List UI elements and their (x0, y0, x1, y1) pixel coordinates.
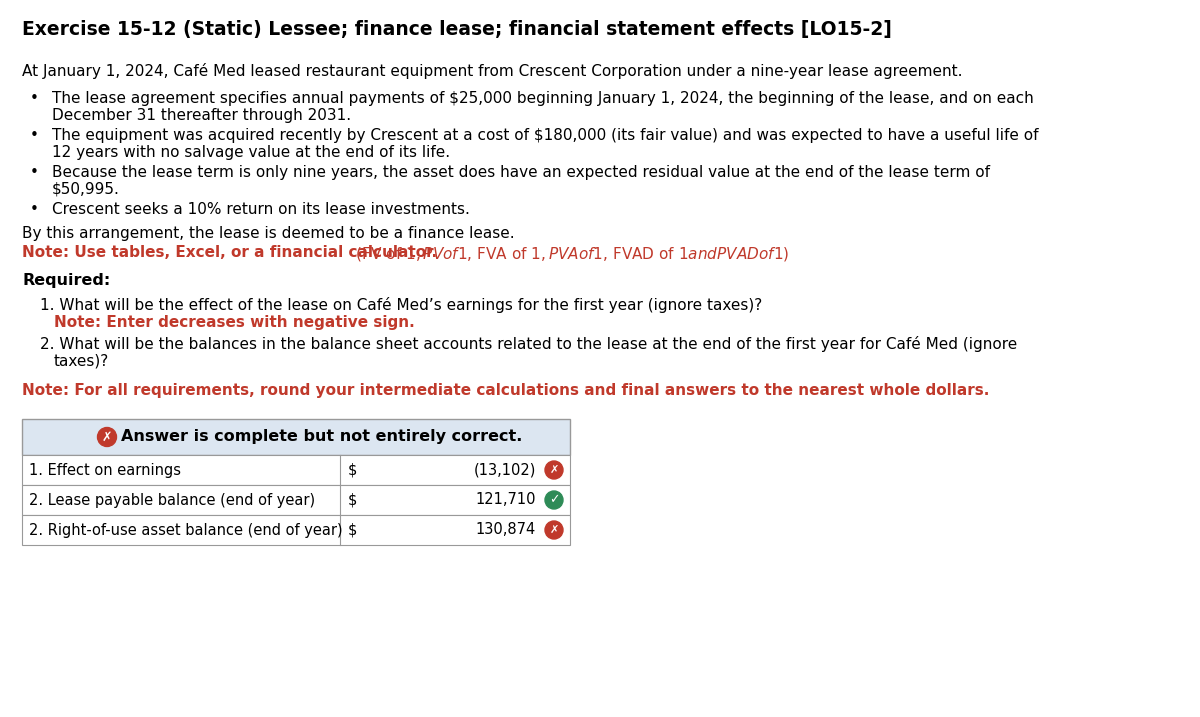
Text: 2. What will be the balances in the balance sheet accounts related to the lease : 2. What will be the balances in the bala… (40, 336, 1018, 352)
Text: $: $ (348, 523, 358, 538)
Text: (FV of $1, PV of $1, FVA of $1, PVA of $1, FVAD of $1 and PVAD of $1): (FV of $1, PV of $1, FVA of $1, PVA of $… (350, 245, 790, 263)
Text: Answer is complete but not entirely correct.: Answer is complete but not entirely corr… (121, 429, 522, 445)
FancyBboxPatch shape (22, 419, 570, 455)
Text: December 31 thereafter through 2031.: December 31 thereafter through 2031. (52, 108, 352, 123)
Text: •: • (30, 128, 38, 143)
Text: $: $ (348, 462, 358, 478)
Text: Required:: Required: (22, 273, 110, 288)
Text: 2. Right-of-use asset balance (end of year): 2. Right-of-use asset balance (end of ye… (29, 523, 343, 538)
Circle shape (545, 521, 563, 539)
Text: ✗: ✗ (550, 525, 559, 535)
Text: Note: For all requirements, round your intermediate calculations and final answe: Note: For all requirements, round your i… (22, 383, 989, 398)
Text: ✗: ✗ (102, 430, 113, 444)
Circle shape (545, 461, 563, 479)
Text: ✗: ✗ (550, 465, 559, 475)
Text: By this arrangement, the lease is deemed to be a finance lease.: By this arrangement, the lease is deemed… (22, 226, 515, 241)
Text: •: • (30, 165, 38, 180)
Text: Note: Enter decreases with negative sign.: Note: Enter decreases with negative sign… (54, 315, 415, 330)
Text: 1. Effect on earnings: 1. Effect on earnings (29, 462, 181, 478)
Text: •: • (30, 91, 38, 106)
Text: •: • (30, 202, 38, 217)
Text: 121,710: 121,710 (475, 493, 536, 508)
Text: At January 1, 2024, Café Med leased restaurant equipment from Crescent Corporati: At January 1, 2024, Café Med leased rest… (22, 63, 962, 79)
Text: 12 years with no salvage value at the end of its life.: 12 years with no salvage value at the en… (52, 145, 450, 160)
Text: Crescent seeks a 10% return on its lease investments.: Crescent seeks a 10% return on its lease… (52, 202, 470, 217)
Text: taxes)?: taxes)? (54, 353, 109, 368)
Text: 2. Lease payable balance (end of year): 2. Lease payable balance (end of year) (29, 493, 316, 508)
Text: 1. What will be the effect of the lease on Café Med’s earnings for the first yea: 1. What will be the effect of the lease … (40, 297, 762, 313)
Text: Exercise 15-12 (Static) Lessee; finance lease; financial statement effects [LO15: Exercise 15-12 (Static) Lessee; finance … (22, 20, 892, 39)
Text: The equipment was acquired recently by Crescent at a cost of $180,000 (its fair : The equipment was acquired recently by C… (52, 128, 1038, 143)
Circle shape (97, 427, 116, 447)
Text: $: $ (348, 493, 358, 508)
Text: Because the lease term is only nine years, the asset does have an expected resid: Because the lease term is only nine year… (52, 165, 990, 180)
Text: 130,874: 130,874 (475, 523, 536, 538)
FancyBboxPatch shape (22, 515, 570, 545)
Text: The lease agreement specifies annual payments of $25,000 beginning January 1, 20: The lease agreement specifies annual pay… (52, 91, 1033, 106)
Text: Note: Use tables, Excel, or a financial calculator.: Note: Use tables, Excel, or a financial … (22, 245, 437, 260)
Circle shape (545, 491, 563, 509)
Text: (13,102): (13,102) (474, 462, 536, 478)
Text: $50,995.: $50,995. (52, 182, 120, 197)
FancyBboxPatch shape (22, 455, 570, 485)
Text: ✓: ✓ (548, 493, 559, 506)
FancyBboxPatch shape (22, 485, 570, 515)
